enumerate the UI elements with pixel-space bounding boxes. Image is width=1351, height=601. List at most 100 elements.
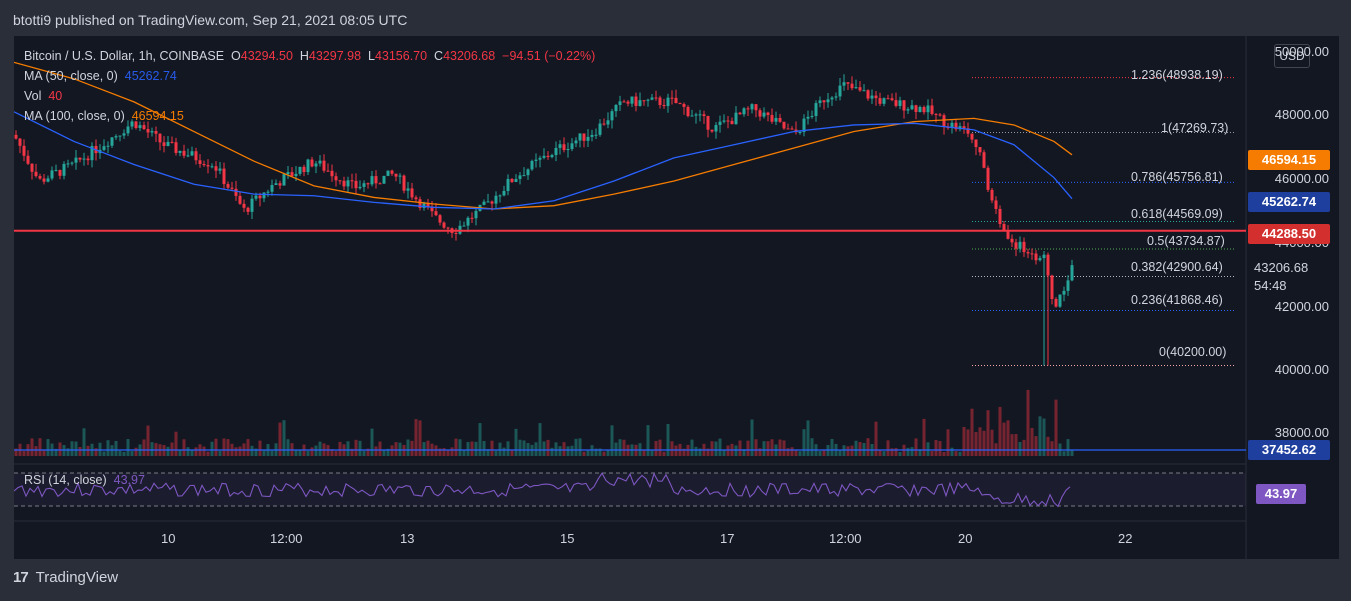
candle — [174, 142, 178, 153]
candle — [514, 178, 518, 183]
volume-bar — [482, 440, 486, 456]
volume-bar — [654, 440, 658, 456]
volume-bar — [762, 441, 766, 456]
candle — [670, 97, 674, 99]
price-tick: 46000.00 — [1274, 171, 1329, 186]
price-tick: 48000.00 — [1274, 107, 1329, 122]
candle — [22, 145, 26, 156]
candle — [358, 186, 362, 189]
tradingview-brand[interactable]: 17 TradingView — [13, 569, 118, 586]
candle — [78, 157, 82, 160]
volume-bar — [330, 449, 334, 456]
candle — [982, 152, 986, 168]
legend-vol-label: Vol — [24, 89, 42, 103]
candle — [638, 100, 642, 106]
volume-bar — [30, 438, 34, 456]
candle — [242, 203, 246, 208]
chart-area[interactable]: Bitcoin / U.S. Dollar, 1h, COINBASE O432… — [14, 36, 1339, 559]
legend-vol-row[interactable]: Vol 40 — [24, 86, 595, 106]
volume-bar — [98, 442, 102, 456]
volume-bar — [518, 439, 522, 456]
legend-change: −94.51 (−0.22%) — [502, 49, 596, 63]
candle — [270, 185, 274, 192]
volume-bar — [1050, 441, 1054, 456]
candle — [646, 99, 650, 101]
volume-bar — [450, 447, 454, 456]
candle — [58, 169, 62, 176]
volume-bar — [146, 425, 150, 456]
volume-bar — [310, 447, 314, 456]
volume-bar — [318, 441, 322, 456]
volume-bar — [786, 448, 790, 456]
candle — [310, 159, 314, 167]
volume-bar — [178, 449, 182, 456]
candle — [474, 210, 478, 219]
legend-high-key: H — [299, 49, 309, 63]
volume-bar — [558, 446, 562, 456]
volume-bar — [502, 447, 506, 456]
candle — [886, 98, 890, 100]
volume-bar — [866, 438, 870, 456]
candle — [1066, 280, 1070, 291]
candle — [986, 167, 990, 190]
volume-bar — [666, 423, 670, 456]
candle — [70, 162, 74, 164]
rsi-legend[interactable]: RSI (14, close) 43.97 — [24, 473, 145, 487]
candle — [38, 176, 42, 179]
candle — [518, 175, 522, 179]
volume-bar — [1014, 434, 1018, 456]
volume-bar — [818, 450, 822, 456]
volume-bar — [670, 441, 674, 456]
volume-bar — [286, 439, 290, 456]
candle — [318, 160, 322, 164]
volume-bar — [282, 420, 286, 456]
candle — [182, 150, 186, 156]
candle — [466, 217, 470, 226]
volume-bar — [882, 451, 886, 456]
chart-canvas[interactable] — [14, 36, 1339, 559]
candle — [542, 155, 546, 158]
candle — [818, 100, 822, 104]
volume-bar — [514, 428, 518, 456]
candle — [302, 166, 306, 173]
currency-button[interactable]: USD — [1274, 44, 1310, 68]
volume-bar — [206, 451, 210, 456]
candle — [426, 203, 430, 208]
volume-bar — [234, 447, 238, 456]
candle — [990, 189, 994, 201]
volume-bar — [650, 450, 654, 456]
candle — [370, 176, 374, 185]
volume-bar — [958, 451, 962, 456]
price-tick: 40000.00 — [1274, 362, 1329, 377]
legend-symbol[interactable]: Bitcoin / U.S. Dollar, 1h, COINBASE — [24, 49, 225, 63]
volume-bar — [642, 450, 646, 456]
volume-bar — [578, 438, 582, 456]
publish-info: btotti9 published on TradingView.com, Se… — [13, 12, 408, 28]
volume-bar — [382, 449, 386, 456]
time-tick: 12:00 — [270, 531, 303, 546]
candle — [902, 100, 906, 111]
volume-bar — [70, 441, 74, 456]
volume-bar — [978, 427, 982, 456]
volume-bar — [506, 441, 510, 456]
volume-bar — [922, 418, 926, 456]
candle — [498, 195, 502, 197]
volume-bar — [426, 440, 430, 456]
volume-bar — [42, 449, 46, 456]
candle — [530, 160, 534, 170]
volume-bar — [510, 449, 514, 456]
legend-ma50-row[interactable]: MA (50, close, 0) 45262.74 — [24, 66, 595, 86]
candle — [586, 136, 590, 141]
candle — [650, 97, 654, 100]
candle — [46, 178, 50, 182]
candle — [686, 106, 690, 117]
volume-bar — [130, 450, 134, 456]
candle — [666, 97, 670, 107]
volume-bar — [830, 438, 834, 456]
candle — [430, 207, 434, 212]
candle — [414, 197, 418, 200]
volume-bar — [78, 446, 82, 456]
time-tick: 13 — [400, 531, 415, 546]
candle — [606, 120, 610, 125]
legend-ma100-row[interactable]: MA (100, close, 0) 46594.15 — [24, 106, 595, 126]
